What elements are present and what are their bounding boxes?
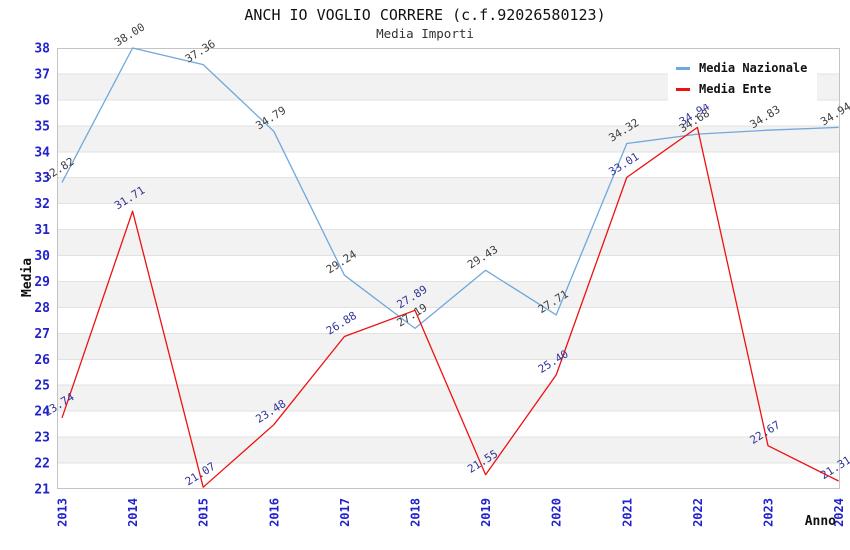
plot-band xyxy=(57,281,840,308)
y-tick-label-26: 26 xyxy=(34,353,50,368)
x-tick-label-2019: 2019 xyxy=(479,498,493,527)
x-tick-label-2022: 2022 xyxy=(691,498,705,527)
x-tick-label-2020: 2020 xyxy=(550,498,564,527)
plot-band xyxy=(57,177,840,204)
y-tick-label-36: 36 xyxy=(34,93,50,108)
y-tick-label-35: 35 xyxy=(34,119,50,134)
y-tick-label-22: 22 xyxy=(34,457,50,472)
y-tick-label-24: 24 xyxy=(34,405,50,420)
legend-label-media-nazionale: Media Nazionale xyxy=(699,61,808,75)
y-tick-label-27: 27 xyxy=(34,327,50,342)
y-tick-label-33: 33 xyxy=(34,171,50,186)
x-axis-title: Anno xyxy=(804,514,836,529)
data-label-media-nazionale-2015: 37.36 xyxy=(183,37,218,66)
y-tick-label-29: 29 xyxy=(34,275,50,290)
legend-label-media-ente: Media Ente xyxy=(699,82,772,97)
y-tick-label-25: 25 xyxy=(34,379,50,394)
y-tick-label-38: 38 xyxy=(34,42,50,57)
plot-band xyxy=(57,229,840,256)
x-tick-label-2024: 2024 xyxy=(832,498,846,527)
legend-swatch-media-nazionale xyxy=(676,67,690,71)
plot-band xyxy=(57,125,840,152)
x-tick-label-2015: 2015 xyxy=(197,498,211,527)
legend-swatch-media-ente xyxy=(676,88,690,92)
chart-title: ANCH IO VOGLIO CORRERE (c.f.92026580123) xyxy=(244,6,606,24)
plot-border xyxy=(57,48,840,489)
y-tick-label-30: 30 xyxy=(34,249,50,264)
series-line-media-ente xyxy=(61,126,839,488)
plot-band xyxy=(57,333,840,360)
legend: Media Nazionale Media Ente xyxy=(668,54,818,105)
y-tick-label-34: 34 xyxy=(34,145,50,160)
x-tick-label-2014: 2014 xyxy=(126,498,140,527)
data-label-media-ente-2021: 33.01 xyxy=(606,150,641,179)
x-tick-label-2021: 2021 xyxy=(620,498,634,527)
series-line-media-nazionale xyxy=(61,47,839,330)
x-tick-label-2017: 2017 xyxy=(338,498,352,527)
y-tick-label-32: 32 xyxy=(34,197,50,212)
y-tick-label-21: 21 xyxy=(34,483,50,498)
chart-subtitle: Media Importi xyxy=(376,26,474,41)
data-label-media-nazionale-2024: 34.94 xyxy=(818,100,850,129)
x-tick-label-2013: 2013 xyxy=(56,498,70,527)
data-label-media-nazionale-2014: 38.00 xyxy=(112,21,147,50)
legend-item-media-ente: Media Ente xyxy=(676,82,807,97)
y-axis-title: Media xyxy=(20,257,35,297)
data-label-media-ente-2015: 21.07 xyxy=(183,460,218,489)
y-tick-label-37: 37 xyxy=(34,67,50,82)
legend-item-media-nazionale: Media Nazionale xyxy=(676,61,808,75)
y-tick-label-23: 23 xyxy=(34,431,50,446)
plot-band xyxy=(57,437,840,464)
x-tick-label-2016: 2016 xyxy=(267,498,281,527)
y-tick-label-28: 28 xyxy=(34,301,50,316)
x-tick-label-2018: 2018 xyxy=(409,498,423,527)
x-tick-label-2023: 2023 xyxy=(762,498,776,527)
y-tick-label-31: 31 xyxy=(34,223,50,238)
